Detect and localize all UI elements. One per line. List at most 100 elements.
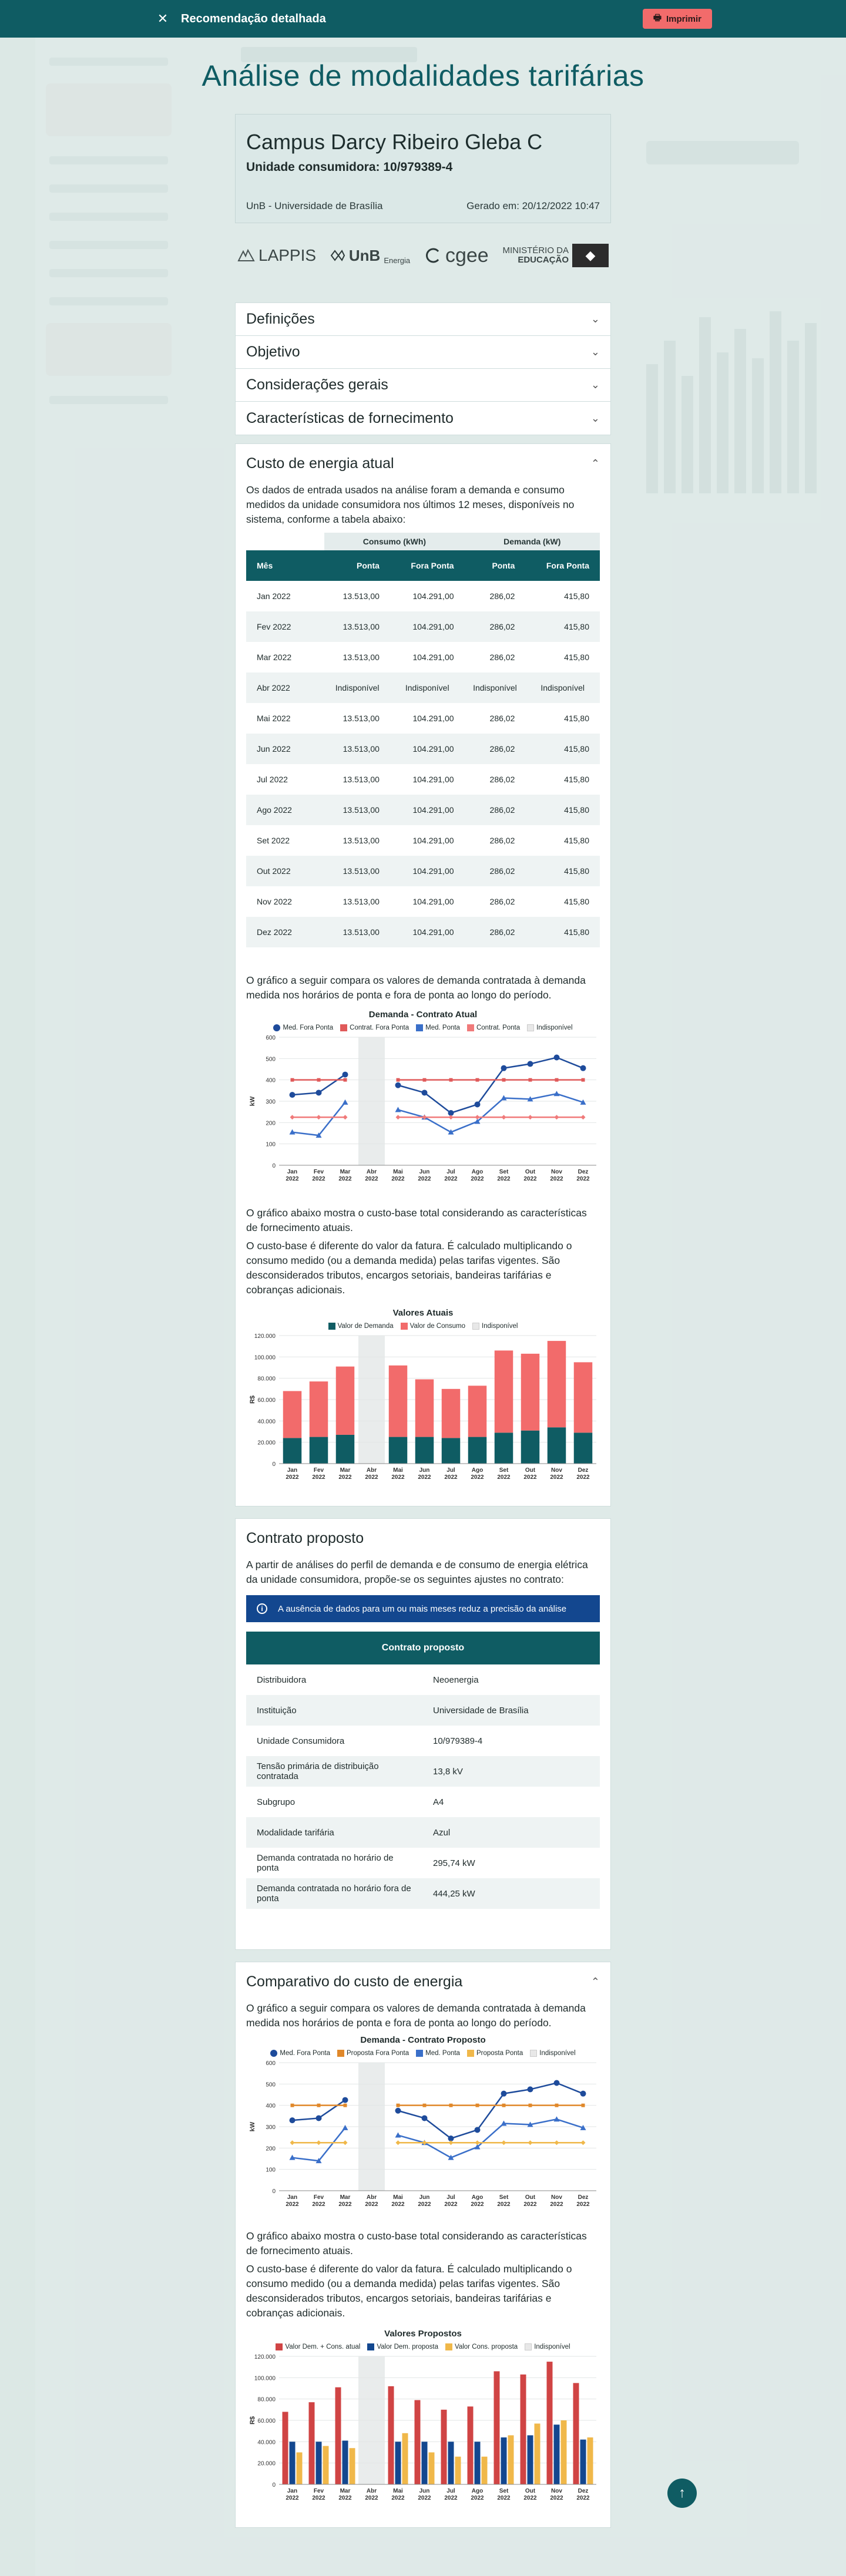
x-tick-label: Mar [340, 1467, 351, 1474]
cell-month: Dez 2022 [246, 917, 325, 947]
legend-swatch [328, 1323, 335, 1330]
chevron-down-icon: ⌄ [590, 346, 600, 358]
cell-value: Universidade de Brasília [422, 1695, 600, 1726]
cell-value: 415,80 [525, 917, 600, 947]
x-tick-label: Nov [551, 1467, 562, 1474]
x-tick-label: Ago [472, 1467, 483, 1474]
precision-warning-banner: i A ausência de dados para um ou mais me… [246, 1595, 600, 1622]
partner-logos: LAPPIS UnB Energia cgee MINISTÉRIO DA EDUC… [235, 238, 611, 273]
data-point [527, 1061, 533, 1067]
scroll-top-button[interactable]: ↑ [667, 2479, 697, 2508]
x-tick-label: 2022 [523, 2201, 537, 2208]
data-point [421, 2115, 428, 2121]
cell-value: 415,80 [564, 591, 589, 601]
x-tick-label: Jun [419, 2488, 430, 2494]
x-tick-label: Set [499, 1467, 509, 1474]
accordion-definicoes[interactable]: Definições ⌄ [236, 303, 610, 336]
data-point [527, 1096, 533, 1102]
cell-label: Subgrupo [257, 1797, 296, 1807]
printer-icon: 🖶 [653, 12, 662, 23]
cell-value: 444,25 kW [422, 1878, 600, 1909]
data-point [342, 2097, 348, 2103]
modal-topbar: ✕ Recomendação detalhada 🖶 Imprimir [0, 0, 846, 38]
section-title: Contrato proposto [246, 1529, 364, 1546]
cell-value: 104.291,00 [412, 591, 454, 601]
x-tick-label: Fev [314, 2488, 324, 2494]
cell-value: 286,02 [489, 836, 515, 845]
x-tick-label: 2022 [550, 2495, 563, 2501]
cell-label: Instituição [246, 1695, 422, 1726]
data-point [528, 2140, 533, 2145]
bar [534, 2423, 540, 2484]
cell-value: 286,02 [464, 734, 526, 764]
cell-month: Out 2022 [246, 856, 325, 886]
legend-label: Indisponível [539, 2050, 576, 2057]
cell-value: 104.291,00 [412, 714, 454, 723]
x-tick-label: 2022 [391, 1176, 405, 1182]
legend-label: Valor Cons. proposta [455, 2343, 518, 2350]
y-tick-label: 400 [266, 1078, 276, 1084]
data-point [474, 1118, 481, 1124]
accordion-consideracoes[interactable]: Considerações gerais ⌄ [236, 369, 610, 402]
x-tick-label: 2022 [338, 1474, 352, 1481]
legend-swatch [416, 2050, 424, 2057]
x-tick-label: Set [499, 2488, 509, 2494]
legend-item: Valor Dem. proposta [367, 2343, 438, 2350]
y-tick-label: 200 [266, 1120, 276, 1126]
x-tick-label: Mai [393, 1169, 403, 1175]
data-point [448, 1115, 454, 1120]
x-tick-label: Abr [367, 1467, 377, 1474]
legend-label: Med. Fora Ponta [283, 1024, 334, 1031]
close-icon[interactable]: ✕ [157, 11, 169, 26]
series-line [398, 2118, 583, 2159]
x-tick-label: 2022 [444, 1176, 458, 1182]
x-tick-label: 2022 [550, 2201, 563, 2208]
section-intro: Os dados de entrada usados na análise fo… [246, 484, 575, 525]
cell-value: 13.513,00 [324, 611, 390, 642]
x-tick-label: Out [525, 2194, 536, 2201]
section-header: Contrato proposto [246, 1519, 600, 1558]
x-tick-label: Jul [446, 2194, 455, 2201]
cell-month: Mai 2022 [257, 714, 291, 723]
x-tick-label: 2022 [471, 1176, 484, 1182]
data-point [343, 1115, 348, 1120]
chart2-description-note: O custo-base é diferente do valor da fat… [246, 1240, 572, 1296]
data-point [580, 2124, 586, 2130]
bar [560, 2420, 567, 2484]
data-point [421, 1089, 428, 1096]
bar [474, 2442, 481, 2484]
data-point [528, 2103, 532, 2107]
section-header[interactable]: Comparativo do custo de energia ⌃ [246, 1962, 600, 2001]
y-tick-label: 120.000 [254, 2354, 276, 2360]
accordion-objetivo[interactable]: Objetivo ⌄ [236, 336, 610, 369]
chart-valores-atuais: Valores Atuais Valor de Demanda Valor de … [246, 1308, 600, 1491]
x-tick-label: Out [525, 1467, 536, 1474]
bar [335, 2387, 341, 2484]
chart-demanda-proposto: Demanda - Contrato Proposto Med. Fora Po… [246, 2035, 600, 2218]
x-tick-label: 2022 [338, 2495, 352, 2501]
data-point [553, 2116, 560, 2122]
data-point [501, 1065, 507, 1071]
print-button[interactable]: 🖶 Imprimir [642, 9, 712, 29]
legend-label: Valor Dem. proposta [377, 2343, 438, 2350]
y-axis-label: R$ [249, 2416, 256, 2424]
y-tick-label: 600 [266, 2060, 276, 2067]
x-tick-label: 2022 [312, 1176, 325, 1182]
x-tick-label: Dez [578, 2488, 589, 2494]
cell-value: 104.291,00 [412, 897, 454, 906]
data-point [316, 2140, 321, 2145]
bar [441, 1438, 461, 1464]
mec-logo: MINISTÉRIO DA EDUCAÇÃO ◆ [502, 244, 609, 267]
data-point [422, 1078, 427, 1082]
section-header[interactable]: Custo de energia atual ⌃ [246, 444, 600, 483]
data-point [343, 2140, 348, 2145]
bar [428, 2452, 435, 2484]
cell-value: Indisponível [464, 672, 526, 703]
data-point [501, 2090, 507, 2097]
cell-value: Azul [422, 1817, 600, 1848]
section-comparativo: Comparativo do custo de energia ⌃ O gráf… [235, 1962, 611, 2528]
data-point [396, 1078, 400, 1082]
bar [415, 1379, 434, 1437]
accordion-caracteristicas[interactable]: Características de fornecimento ⌄ [246, 409, 600, 426]
cell-value: 286,02 [489, 653, 515, 662]
